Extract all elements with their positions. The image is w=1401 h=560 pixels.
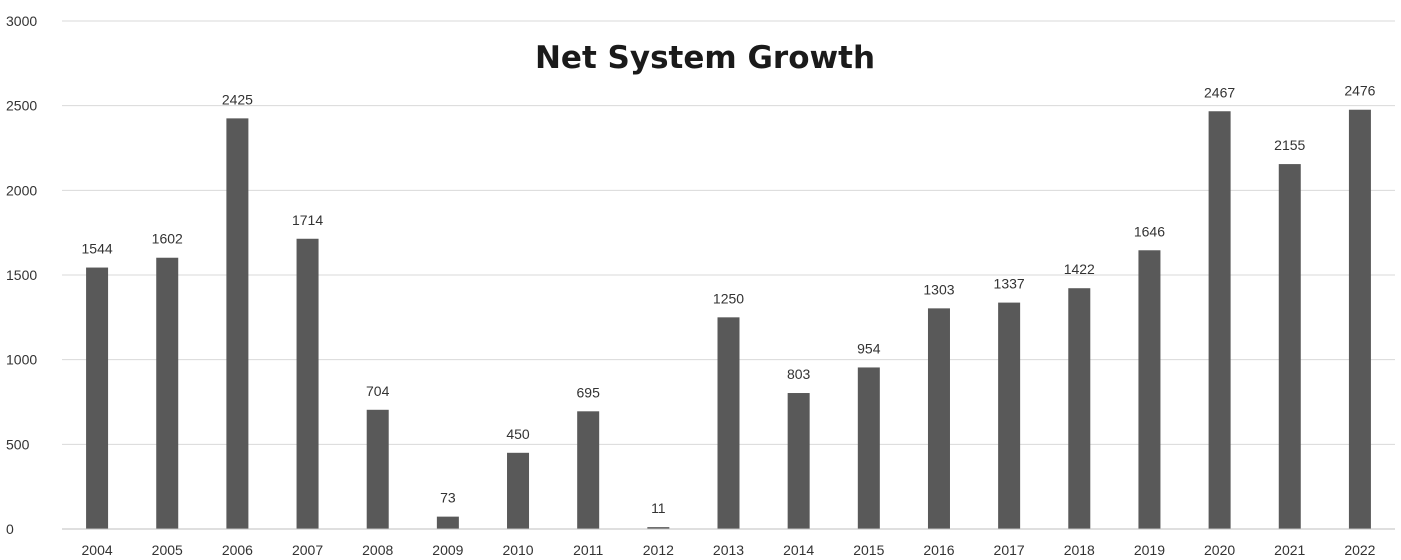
bar-2010 — [507, 452, 530, 529]
bar-2012 — [647, 527, 670, 529]
x-tick-label-2017: 2017 — [994, 542, 1025, 558]
x-tick-label-2012: 2012 — [643, 542, 674, 558]
bar-2022 — [1348, 109, 1371, 530]
x-tick-label-2015: 2015 — [853, 542, 884, 558]
bar-2019 — [1138, 250, 1161, 529]
y-tick-label: 3000 — [6, 13, 37, 29]
x-tick-label-2019: 2019 — [1134, 542, 1165, 558]
data-label-2008: 704 — [366, 383, 390, 399]
bar-2005 — [156, 257, 179, 529]
x-tick-label-2005: 2005 — [152, 542, 183, 558]
bar-2021 — [1278, 164, 1301, 529]
y-axis-tick-labels: 0 500 1000 1500 2000 2500 3000 — [6, 13, 37, 537]
data-label-2004: 1544 — [82, 241, 113, 257]
bar-2016 — [927, 308, 950, 529]
bar-2008 — [366, 409, 389, 529]
data-label-2014: 803 — [787, 366, 811, 382]
data-label-2017: 1337 — [994, 276, 1025, 292]
x-tick-label-2018: 2018 — [1064, 542, 1095, 558]
x-tick-label-2022: 2022 — [1344, 542, 1375, 558]
data-label-2016: 1303 — [923, 281, 954, 297]
data-label-2005: 1602 — [152, 231, 183, 247]
data-label-2012: 11 — [651, 500, 666, 516]
bar-2011 — [577, 411, 600, 529]
gridlines — [62, 20, 1395, 445]
x-tick-label-2010: 2010 — [502, 542, 533, 558]
x-tick-label-2021: 2021 — [1274, 542, 1305, 558]
x-tick-label-2020: 2020 — [1204, 542, 1235, 558]
bar-2018 — [1068, 288, 1091, 529]
x-tick-label-2011: 2011 — [573, 542, 603, 558]
data-label-2020: 2467 — [1204, 84, 1235, 100]
bar-2013 — [717, 317, 740, 529]
y-tick-label: 1000 — [6, 352, 37, 368]
x-tick-label-2004: 2004 — [82, 542, 113, 558]
bar-2020 — [1208, 111, 1231, 529]
bars — [86, 109, 1371, 530]
data-label-2007: 1714 — [292, 212, 323, 228]
data-label-2018: 1422 — [1064, 261, 1095, 277]
x-tick-label-2006: 2006 — [222, 542, 253, 558]
bar-2006 — [226, 118, 249, 529]
bar-2014 — [787, 393, 810, 529]
data-labels: 1544 1602 2425 1714 704 73 450 695 11 1250 803 954 1… — [82, 83, 1376, 516]
data-label-2011: 695 — [577, 384, 601, 400]
x-tick-label-2013: 2013 — [713, 542, 744, 558]
y-tick-label: 1500 — [6, 267, 37, 283]
x-tick-label-2009: 2009 — [432, 542, 463, 558]
y-tick-label: 500 — [6, 436, 30, 452]
bar-2009 — [436, 516, 459, 529]
y-tick-label: 2000 — [6, 182, 37, 198]
data-label-2015: 954 — [857, 340, 881, 356]
data-label-2010: 450 — [506, 426, 530, 442]
data-label-2009: 73 — [440, 490, 456, 506]
x-tick-label-2007: 2007 — [292, 542, 323, 558]
data-label-2006: 2425 — [222, 91, 253, 107]
x-tick-label-2016: 2016 — [923, 542, 954, 558]
y-tick-label: 0 — [6, 521, 14, 537]
bar-2004 — [86, 267, 109, 529]
bar-2017 — [998, 302, 1021, 529]
data-label-2013: 1250 — [713, 290, 744, 306]
data-label-2021: 2155 — [1274, 137, 1305, 153]
x-tick-label-2008: 2008 — [362, 542, 393, 558]
chart-title: Net System Growth — [535, 40, 875, 76]
x-tick-label-2014: 2014 — [783, 542, 814, 558]
bar-2015 — [857, 367, 880, 529]
x-axis-tick-labels: 2004 2005 2006 2007 2008 2009 2010 2011 2012 2013… — [82, 542, 1376, 558]
data-label-2022: 2476 — [1344, 83, 1375, 99]
data-label-2019: 1646 — [1134, 223, 1165, 239]
y-tick-label: 2500 — [6, 98, 37, 114]
bar-2007 — [296, 238, 319, 529]
